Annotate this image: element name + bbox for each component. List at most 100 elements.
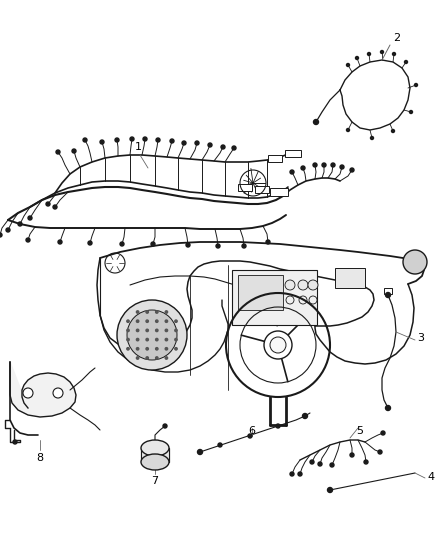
Circle shape [340,165,344,169]
Circle shape [364,460,368,464]
Circle shape [165,311,168,313]
Bar [285,150,301,157]
Circle shape [378,450,382,454]
Bar [232,270,317,325]
Polygon shape [10,362,76,417]
Circle shape [165,348,168,350]
Circle shape [165,329,168,332]
Circle shape [136,357,139,359]
Circle shape [270,337,286,353]
Circle shape [301,166,305,170]
Circle shape [371,136,374,140]
Circle shape [136,348,139,350]
Circle shape [163,424,167,428]
Text: 3: 3 [417,333,424,343]
Circle shape [53,205,57,209]
Circle shape [53,388,63,398]
Circle shape [165,338,168,341]
Circle shape [328,488,332,492]
Circle shape [127,329,129,332]
Circle shape [322,163,326,167]
Circle shape [290,170,294,174]
Circle shape [385,293,391,297]
Circle shape [13,440,17,444]
Circle shape [299,296,307,304]
Circle shape [314,119,318,125]
Circle shape [266,240,270,244]
Text: 7: 7 [152,476,159,486]
Circle shape [346,63,350,67]
Circle shape [242,244,246,248]
Circle shape [136,311,139,313]
Circle shape [146,348,148,350]
Circle shape [120,242,124,246]
Circle shape [146,311,148,313]
Circle shape [385,406,391,410]
Circle shape [151,242,155,246]
Text: 5: 5 [357,426,364,436]
Bar [141,448,169,462]
Circle shape [130,137,134,141]
Text: 8: 8 [36,453,43,463]
Circle shape [286,296,294,304]
Circle shape [232,146,236,150]
Circle shape [290,472,294,476]
Circle shape [146,357,148,359]
Circle shape [195,141,199,145]
Circle shape [100,140,104,144]
Circle shape [117,300,187,370]
Circle shape [127,310,177,360]
Ellipse shape [141,440,169,456]
Circle shape [405,61,407,63]
Circle shape [26,391,30,395]
Circle shape [136,320,139,322]
Bar [270,188,288,196]
Circle shape [208,143,212,147]
Circle shape [143,137,147,141]
Bar [255,186,269,193]
Circle shape [381,51,384,53]
Circle shape [285,280,295,290]
Circle shape [23,388,33,398]
Text: 6: 6 [248,426,255,436]
Circle shape [155,329,158,332]
Circle shape [414,84,417,86]
Circle shape [410,110,413,114]
Text: 4: 4 [427,472,434,482]
Circle shape [318,462,322,466]
Circle shape [309,296,317,304]
Circle shape [6,228,10,232]
Circle shape [127,338,129,341]
Circle shape [346,128,350,132]
Circle shape [155,338,158,341]
Circle shape [175,329,177,332]
Bar [238,275,283,310]
Circle shape [165,357,168,359]
Circle shape [146,329,148,332]
Circle shape [298,472,302,476]
Circle shape [127,348,129,350]
Circle shape [155,311,158,313]
Circle shape [56,391,60,395]
Circle shape [356,56,358,60]
Circle shape [308,280,318,290]
Circle shape [155,357,158,359]
Circle shape [72,149,76,153]
Circle shape [198,449,202,455]
Circle shape [28,216,32,220]
Circle shape [330,463,334,467]
Circle shape [175,338,177,341]
Circle shape [58,240,62,244]
Circle shape [155,320,158,322]
Circle shape [310,460,314,464]
Circle shape [18,222,22,226]
Circle shape [313,163,317,167]
Circle shape [216,244,220,248]
Circle shape [276,424,280,428]
Circle shape [83,138,87,142]
Circle shape [264,331,292,359]
Circle shape [175,320,177,322]
Bar [335,268,365,288]
Circle shape [0,233,2,237]
Circle shape [186,243,190,247]
